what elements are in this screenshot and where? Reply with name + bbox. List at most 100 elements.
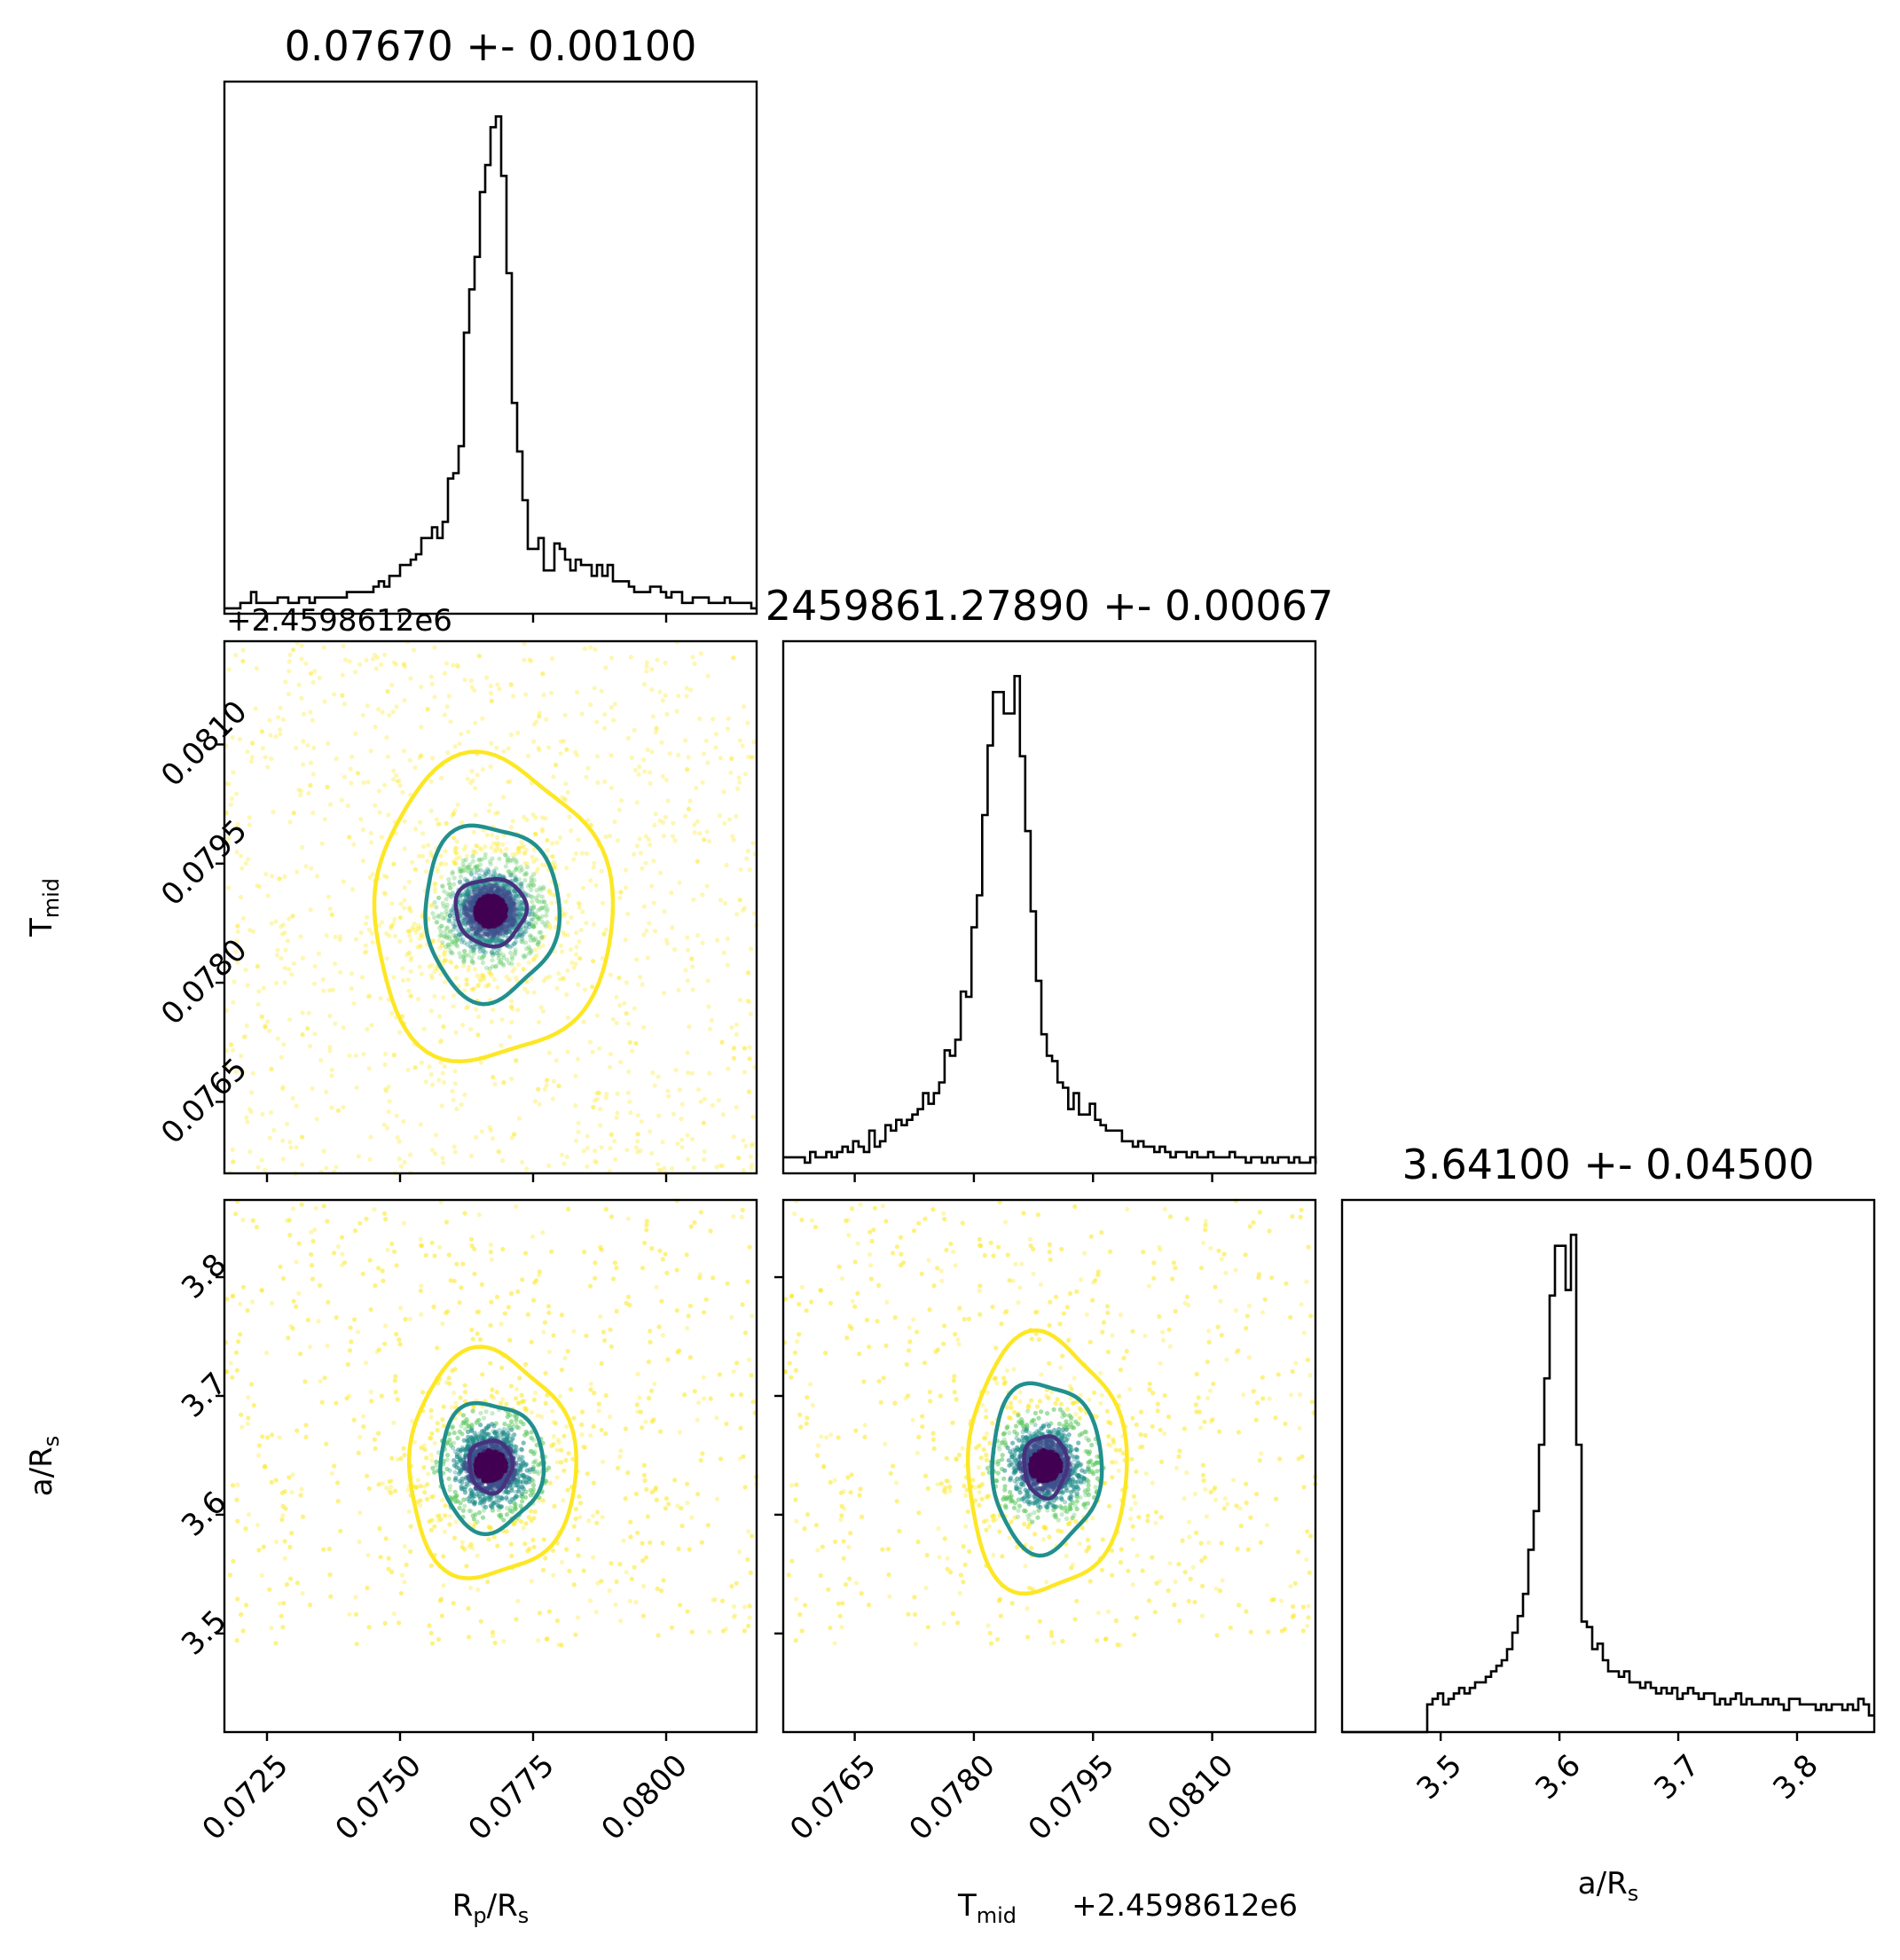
scatter-point bbox=[742, 772, 749, 777]
scatter-point bbox=[234, 850, 239, 855]
scatter-point bbox=[641, 1472, 648, 1478]
scatter-point bbox=[514, 851, 519, 857]
scatter-point bbox=[334, 756, 339, 762]
scatter-point bbox=[428, 853, 434, 858]
scatter-point bbox=[388, 1490, 394, 1495]
scatter-point bbox=[453, 964, 459, 969]
scatter-point bbox=[235, 1482, 240, 1487]
scatter-point bbox=[455, 802, 460, 807]
scatter-point bbox=[565, 1348, 570, 1354]
scatter-point bbox=[416, 926, 421, 932]
scatter-point bbox=[677, 880, 682, 885]
scatter-point bbox=[697, 831, 703, 836]
scatter-point bbox=[511, 856, 516, 861]
scatter-point bbox=[472, 967, 478, 972]
scatter-point bbox=[274, 953, 279, 958]
scatter-point bbox=[416, 853, 422, 859]
scatter-point bbox=[300, 1514, 306, 1519]
scatter-point bbox=[569, 827, 574, 834]
scatter-point bbox=[573, 1632, 578, 1637]
scatter-point bbox=[352, 670, 358, 675]
scatter-point bbox=[282, 980, 287, 985]
scatter-point bbox=[448, 719, 453, 725]
scatter-point bbox=[470, 778, 475, 783]
scatter-point bbox=[389, 1241, 395, 1247]
scatter-point bbox=[614, 994, 619, 1000]
scatter-point bbox=[534, 719, 539, 725]
scatter-point bbox=[392, 916, 397, 921]
scatter-point bbox=[294, 1259, 299, 1265]
scatter-point bbox=[259, 1014, 264, 1019]
scatter-point bbox=[740, 1207, 745, 1212]
scatter-point bbox=[550, 656, 555, 662]
scatter-point bbox=[562, 796, 568, 802]
scatter-point bbox=[391, 768, 396, 773]
scatter-point bbox=[230, 734, 235, 741]
scatter-point bbox=[541, 884, 546, 890]
scatter-point bbox=[747, 1244, 752, 1250]
scatter-point bbox=[599, 1247, 604, 1252]
scatter-point bbox=[439, 923, 444, 929]
scatter-point bbox=[275, 1036, 280, 1041]
scatter-point bbox=[505, 859, 510, 865]
scatter-point bbox=[459, 1102, 464, 1107]
scatter-point bbox=[225, 842, 231, 847]
scatter-point bbox=[246, 1395, 251, 1400]
scatter-point bbox=[579, 1409, 585, 1415]
scatter-point bbox=[280, 1625, 286, 1630]
scatter-point bbox=[363, 1360, 369, 1366]
scatter-point bbox=[527, 657, 532, 662]
scatter-point bbox=[435, 866, 440, 871]
scatter-point bbox=[729, 1025, 734, 1031]
scatter-point bbox=[377, 1525, 382, 1532]
scatter-point bbox=[515, 730, 521, 736]
scatter-point bbox=[573, 1073, 578, 1078]
scatter-point bbox=[649, 1150, 655, 1156]
scatter-point bbox=[741, 1138, 746, 1143]
scatter-point bbox=[576, 982, 581, 987]
scatter-point bbox=[283, 1506, 288, 1511]
scatter-point bbox=[277, 876, 282, 882]
scatter-point bbox=[538, 885, 543, 890]
scatter-point bbox=[685, 1326, 690, 1331]
scatter-point bbox=[451, 860, 457, 866]
scatter-point bbox=[715, 937, 720, 943]
scatter-point bbox=[695, 858, 700, 864]
scatter-point bbox=[746, 1089, 752, 1094]
scatter-point bbox=[539, 815, 545, 820]
scatter-point bbox=[259, 1014, 264, 1019]
scatter-point bbox=[633, 1599, 639, 1605]
scatter-point bbox=[599, 868, 604, 874]
scatter-point bbox=[585, 765, 591, 771]
scatter-point bbox=[553, 762, 559, 768]
scatter-point bbox=[451, 1097, 456, 1102]
scatter-point bbox=[734, 786, 741, 792]
scatter-point bbox=[737, 898, 742, 903]
scatter-point bbox=[317, 675, 322, 681]
scatter-point bbox=[571, 857, 577, 862]
scatter-point bbox=[360, 827, 365, 833]
scatter-point bbox=[554, 840, 560, 845]
scatter-point bbox=[300, 1032, 305, 1038]
scatter-point bbox=[497, 856, 502, 861]
scatter-point bbox=[439, 943, 445, 948]
scatter-point bbox=[396, 1139, 402, 1144]
scatter-point bbox=[265, 764, 271, 770]
scatter-point bbox=[564, 1547, 569, 1552]
scatter-point bbox=[480, 960, 486, 966]
scatter-point bbox=[524, 865, 530, 870]
scatter-point bbox=[365, 1585, 370, 1591]
scatter-point bbox=[310, 1086, 315, 1091]
scatter-point bbox=[551, 774, 556, 780]
scatter-point bbox=[750, 1114, 756, 1119]
scatter-point bbox=[701, 1375, 706, 1380]
scatter-point bbox=[590, 1049, 595, 1054]
scatter-point bbox=[365, 703, 370, 709]
scatter-point bbox=[692, 830, 697, 835]
scatter-point bbox=[601, 900, 606, 906]
scatter-point bbox=[418, 944, 423, 949]
scatter-point bbox=[451, 811, 456, 817]
scatter-point bbox=[328, 1594, 334, 1599]
scatter-point bbox=[324, 1089, 329, 1094]
scatter-point bbox=[294, 1428, 300, 1433]
